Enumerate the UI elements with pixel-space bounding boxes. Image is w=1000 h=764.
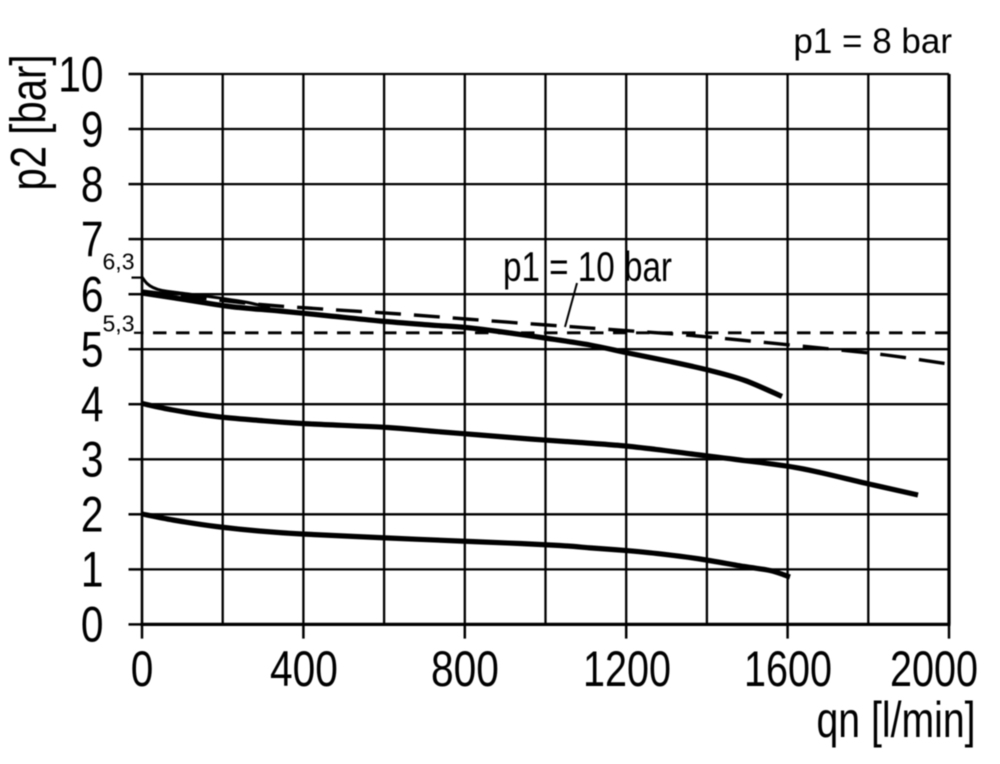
svg-text:400: 400 [270, 641, 338, 697]
svg-text:6,3: 6,3 [103, 249, 135, 275]
svg-text:2: 2 [81, 487, 104, 543]
svg-text:4: 4 [81, 377, 104, 433]
svg-text:qn [l/min]: qn [l/min] [817, 692, 976, 748]
svg-text:1: 1 [81, 542, 104, 598]
svg-text:6: 6 [81, 267, 104, 323]
svg-text:2000: 2000 [890, 641, 978, 697]
svg-text:3: 3 [81, 432, 104, 488]
svg-text:8: 8 [81, 156, 104, 212]
svg-text:0: 0 [131, 641, 154, 697]
svg-text:p1 = 8 bar: p1 = 8 bar [793, 22, 952, 61]
svg-text:1200: 1200 [583, 641, 671, 697]
svg-text:5: 5 [81, 322, 104, 378]
svg-text:p2 [bar]: p2 [bar] [1, 55, 57, 191]
svg-text:1600: 1600 [744, 641, 832, 697]
svg-text:0: 0 [81, 597, 104, 653]
svg-text:p1 = 10 bar: p1 = 10 bar [503, 243, 672, 290]
svg-text:9: 9 [81, 101, 104, 157]
svg-text:800: 800 [431, 641, 499, 697]
svg-text:5,3: 5,3 [103, 311, 135, 337]
svg-text:7: 7 [81, 211, 104, 267]
svg-text:10: 10 [58, 46, 103, 102]
